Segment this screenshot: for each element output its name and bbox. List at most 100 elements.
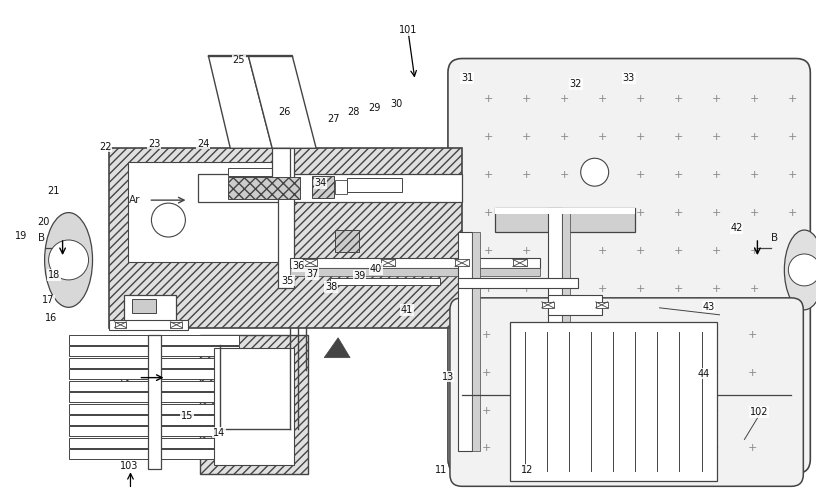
Bar — [472, 232, 480, 451]
Text: 14: 14 — [213, 428, 225, 437]
Text: +: + — [598, 94, 607, 105]
Text: +: + — [674, 94, 683, 105]
Bar — [290, 258, 540, 268]
Text: +: + — [520, 443, 529, 453]
Text: 16: 16 — [45, 313, 57, 323]
Bar — [455, 259, 469, 267]
Text: +: + — [560, 94, 569, 105]
Bar — [69, 335, 149, 345]
Text: 15: 15 — [181, 411, 193, 421]
Text: +: + — [598, 436, 607, 445]
Text: 29: 29 — [368, 104, 381, 113]
Text: +: + — [484, 208, 493, 218]
Bar — [542, 302, 554, 308]
Bar — [69, 357, 149, 368]
Bar — [562, 208, 569, 451]
Text: +: + — [558, 368, 568, 378]
FancyBboxPatch shape — [450, 298, 803, 486]
Circle shape — [49, 240, 88, 280]
Text: 35: 35 — [282, 276, 294, 286]
Text: +: + — [522, 284, 532, 294]
Text: +: + — [598, 360, 607, 370]
Text: +: + — [598, 284, 607, 294]
Text: 18: 18 — [47, 270, 60, 280]
Text: +: + — [522, 398, 532, 408]
Text: +: + — [636, 94, 645, 105]
Text: +: + — [674, 170, 683, 180]
Text: +: + — [674, 132, 683, 142]
Text: +: + — [636, 360, 645, 370]
Text: B: B — [771, 233, 779, 243]
Text: 23: 23 — [148, 138, 160, 149]
Text: +: + — [712, 208, 721, 218]
Text: +: + — [596, 330, 605, 340]
Text: Ar: Ar — [129, 195, 141, 205]
Bar — [69, 381, 149, 390]
Polygon shape — [208, 55, 272, 148]
Text: +: + — [672, 443, 681, 453]
Bar — [162, 335, 239, 345]
Text: +: + — [636, 436, 645, 445]
Text: 28: 28 — [347, 108, 359, 117]
Text: +: + — [748, 330, 757, 340]
Text: +: + — [788, 170, 797, 180]
Text: +: + — [596, 443, 605, 453]
Text: +: + — [712, 322, 721, 332]
Text: +: + — [788, 398, 797, 408]
Bar — [228, 177, 300, 199]
Text: +: + — [598, 398, 607, 408]
Text: 39: 39 — [354, 271, 366, 281]
Bar — [458, 232, 472, 451]
Text: +: + — [598, 208, 607, 218]
Bar — [69, 438, 149, 448]
Text: +: + — [788, 208, 797, 218]
Bar — [200, 335, 308, 474]
Text: +: + — [636, 246, 645, 256]
Bar — [162, 357, 239, 368]
Text: +: + — [710, 330, 719, 340]
Bar — [69, 369, 149, 379]
Text: 21: 21 — [47, 186, 60, 196]
Text: +: + — [522, 208, 532, 218]
Text: 25: 25 — [233, 55, 245, 65]
Bar — [162, 392, 239, 402]
Text: +: + — [710, 406, 719, 415]
Text: +: + — [750, 94, 759, 105]
Bar — [596, 302, 608, 308]
Text: 32: 32 — [569, 79, 582, 89]
Text: 38: 38 — [325, 282, 337, 292]
Bar — [124, 295, 176, 321]
Bar — [312, 176, 334, 198]
Circle shape — [151, 203, 185, 237]
Text: +: + — [750, 170, 759, 180]
Text: +: + — [520, 406, 529, 415]
Text: 44: 44 — [698, 369, 710, 379]
Bar — [69, 404, 149, 413]
Text: +: + — [522, 132, 532, 142]
Text: +: + — [674, 436, 683, 445]
Bar — [510, 322, 717, 481]
Text: +: + — [636, 284, 645, 294]
Bar — [69, 415, 149, 425]
Bar — [495, 208, 635, 214]
Text: +: + — [748, 368, 757, 378]
Circle shape — [581, 158, 609, 186]
Text: +: + — [712, 246, 721, 256]
Text: 103: 103 — [120, 461, 139, 471]
Bar — [279, 148, 294, 288]
Text: +: + — [788, 322, 797, 332]
Text: +: + — [598, 132, 607, 142]
Text: +: + — [788, 360, 797, 370]
Text: +: + — [788, 436, 797, 445]
Text: +: + — [560, 322, 569, 332]
Text: +: + — [558, 330, 568, 340]
Bar — [69, 346, 149, 356]
Bar — [162, 438, 239, 448]
Text: +: + — [672, 368, 681, 378]
Text: 26: 26 — [279, 108, 291, 117]
Text: +: + — [674, 246, 683, 256]
Text: +: + — [750, 208, 759, 218]
Bar — [171, 322, 182, 328]
Bar — [547, 208, 562, 451]
Text: +: + — [636, 170, 645, 180]
